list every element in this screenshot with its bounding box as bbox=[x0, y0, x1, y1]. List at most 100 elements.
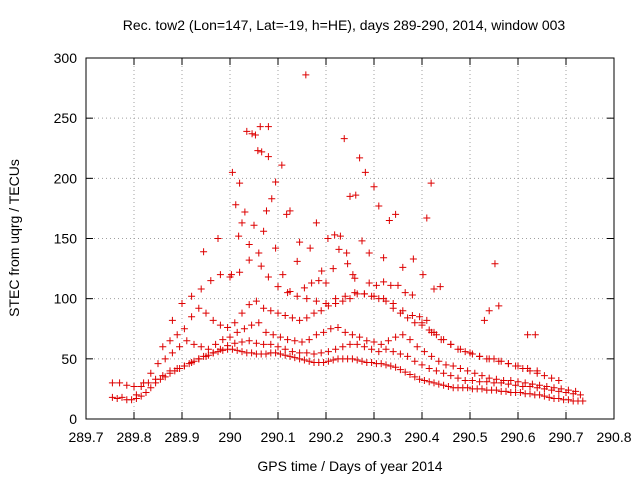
data-point bbox=[324, 348, 332, 356]
data-point bbox=[389, 299, 397, 307]
data-point bbox=[286, 352, 294, 360]
data-point bbox=[232, 201, 240, 209]
data-point bbox=[276, 333, 284, 341]
data-point bbox=[419, 271, 427, 279]
data-point bbox=[519, 383, 527, 391]
y-axis-label: STEC from uqrg / TECUs bbox=[6, 159, 22, 317]
data-point bbox=[116, 379, 124, 387]
x-axis-label: GPS time / Days of year 2014 bbox=[257, 458, 442, 474]
data-point bbox=[420, 376, 428, 384]
data-point bbox=[236, 268, 244, 276]
data-point bbox=[576, 391, 584, 399]
data-point bbox=[224, 342, 232, 350]
data-point bbox=[123, 381, 131, 389]
data-point bbox=[255, 319, 263, 327]
data-point bbox=[408, 312, 416, 320]
data-point bbox=[413, 343, 421, 351]
data-point bbox=[396, 366, 404, 374]
data-point bbox=[216, 345, 224, 353]
data-point bbox=[248, 349, 256, 357]
data-point bbox=[132, 391, 140, 399]
data-point bbox=[248, 321, 256, 329]
data-point bbox=[322, 299, 330, 307]
data-point bbox=[432, 367, 440, 375]
data-point bbox=[243, 127, 251, 135]
data-point bbox=[550, 384, 558, 392]
data-point bbox=[478, 372, 486, 380]
data-point bbox=[502, 387, 510, 395]
data-point bbox=[420, 348, 428, 356]
data-point bbox=[188, 358, 196, 366]
data-point bbox=[197, 285, 205, 293]
data-point bbox=[340, 135, 348, 143]
data-point bbox=[281, 312, 289, 320]
data-point bbox=[260, 227, 268, 235]
data-point bbox=[418, 319, 426, 327]
data-point bbox=[166, 337, 174, 345]
data-point bbox=[507, 376, 515, 384]
data-point bbox=[320, 358, 328, 366]
data-point bbox=[168, 316, 176, 324]
data-point bbox=[372, 281, 380, 289]
data-point bbox=[370, 183, 378, 191]
data-point bbox=[312, 297, 320, 305]
data-point bbox=[238, 338, 246, 346]
data-point bbox=[427, 179, 435, 187]
data-points bbox=[108, 71, 587, 405]
data-point bbox=[423, 316, 431, 324]
data-point bbox=[485, 355, 493, 363]
data-point bbox=[423, 214, 431, 222]
y-tick-label: 250 bbox=[54, 110, 78, 126]
data-point bbox=[216, 271, 224, 279]
data-point bbox=[533, 367, 541, 375]
data-point bbox=[461, 348, 469, 356]
data-point bbox=[564, 386, 572, 394]
y-tick-label: 200 bbox=[54, 170, 78, 186]
data-point bbox=[476, 378, 484, 386]
data-point bbox=[235, 232, 243, 240]
data-point bbox=[250, 221, 258, 229]
data-point bbox=[442, 361, 450, 369]
data-point bbox=[306, 244, 314, 252]
data-point bbox=[293, 257, 301, 265]
x-tick-label: 290.7 bbox=[548, 429, 583, 445]
data-point bbox=[471, 369, 479, 377]
data-point bbox=[329, 356, 337, 364]
data-point bbox=[464, 384, 472, 392]
data-point bbox=[449, 362, 457, 370]
data-point bbox=[356, 154, 364, 162]
data-point bbox=[352, 191, 360, 199]
data-point bbox=[428, 352, 436, 360]
y-tick-label: 100 bbox=[54, 291, 78, 307]
data-point bbox=[528, 380, 536, 388]
data-point bbox=[255, 249, 263, 257]
data-point bbox=[281, 345, 289, 353]
data-point bbox=[327, 325, 335, 333]
data-point bbox=[216, 321, 224, 329]
data-point bbox=[264, 273, 272, 281]
data-point bbox=[516, 389, 524, 397]
data-point bbox=[312, 219, 320, 227]
data-point bbox=[315, 277, 323, 285]
data-point bbox=[300, 284, 308, 292]
data-point bbox=[288, 348, 296, 356]
data-point bbox=[279, 271, 287, 279]
data-point bbox=[540, 392, 548, 400]
data-point bbox=[336, 232, 344, 240]
data-point bbox=[310, 309, 318, 317]
data-point bbox=[526, 390, 534, 398]
data-point bbox=[128, 396, 136, 404]
data-point bbox=[504, 380, 512, 388]
data-point bbox=[317, 307, 325, 315]
data-point bbox=[274, 343, 282, 351]
data-point bbox=[252, 339, 260, 347]
data-point bbox=[202, 352, 210, 360]
data-point bbox=[200, 248, 208, 256]
data-point bbox=[228, 345, 236, 353]
data-point bbox=[245, 241, 253, 249]
data-point bbox=[485, 307, 493, 315]
data-point bbox=[332, 345, 340, 353]
data-point bbox=[375, 202, 383, 210]
data-point bbox=[430, 379, 438, 387]
data-point bbox=[108, 379, 116, 387]
